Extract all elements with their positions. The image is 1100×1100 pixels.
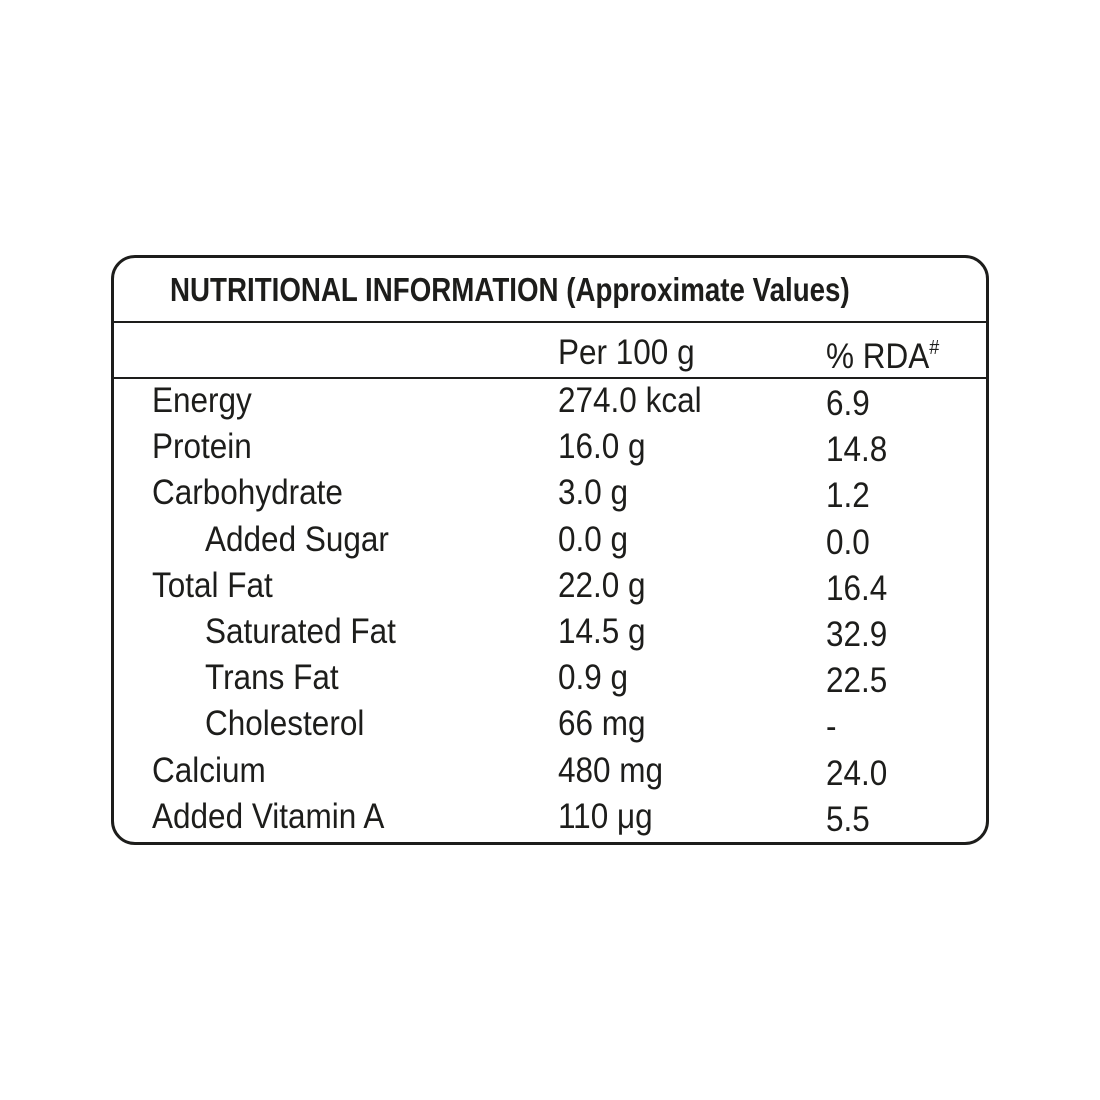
rda-header: % RDA# [826, 337, 939, 377]
amount: 16.0 g [558, 427, 646, 467]
nutrient-label: Total Fat [152, 565, 273, 605]
sub-nutrient-label: Added Sugar [205, 519, 389, 559]
rda-value: - [826, 707, 837, 747]
sub-nutrient-label: Saturated Fat [205, 612, 396, 651]
panel-border [111, 255, 989, 845]
rda-value: 16.4 [826, 568, 888, 608]
sub-nutrient-label: Cholesterol [205, 704, 365, 744]
rda-value: 6.9 [826, 384, 870, 423]
amount: 3.0 g [558, 473, 629, 513]
amount: 274.0 kcal [558, 381, 702, 420]
rda-mark: # [929, 337, 940, 359]
rda-value: 1.2 [826, 476, 870, 516]
amount: 110 μg [558, 796, 653, 836]
divider [111, 377, 989, 379]
nutrient-label: Carbohydrate [152, 473, 343, 513]
rda-value: 14.8 [826, 430, 888, 470]
rda-value: 5.5 [826, 799, 870, 839]
amount: 0.0 g [558, 519, 629, 559]
rda-value: 24.0 [826, 753, 888, 793]
amount: 14.5 g [558, 612, 646, 651]
nutrient-label: Added Vitamin A [152, 796, 385, 836]
amount: 480 mg [558, 750, 664, 790]
divider [111, 321, 989, 323]
amount: 22.0 g [558, 565, 646, 605]
amount: 0.9 g [558, 658, 629, 698]
amount: 66 mg [558, 704, 646, 744]
nutrient-label: Energy [152, 381, 252, 420]
amount-header: Per 100 g [558, 333, 695, 372]
nutrient-label: Protein [152, 427, 252, 467]
sub-nutrient-label: Trans Fat [205, 658, 339, 698]
rda-value: 22.5 [826, 661, 888, 701]
nutrient-label: Calcium [152, 750, 266, 790]
title: NUTRITIONAL INFORMATION (Approximate Val… [170, 271, 850, 308]
rda-value: 0.0 [826, 522, 870, 562]
rda-label: % RDA [826, 337, 930, 376]
rda-value: 32.9 [826, 615, 888, 654]
